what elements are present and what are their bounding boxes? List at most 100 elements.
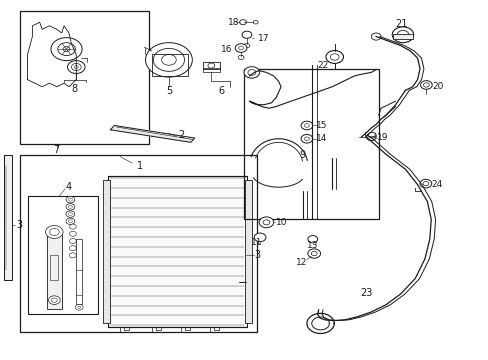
- Circle shape: [304, 137, 309, 140]
- Text: 17: 17: [258, 34, 269, 43]
- Bar: [50, 255, 58, 280]
- Text: 11: 11: [250, 238, 262, 247]
- Text: 5: 5: [165, 86, 172, 96]
- Circle shape: [301, 134, 312, 143]
- Circle shape: [391, 27, 413, 42]
- Text: 21: 21: [394, 19, 407, 29]
- Text: 1: 1: [136, 161, 142, 171]
- Text: 7: 7: [54, 145, 60, 155]
- Circle shape: [69, 231, 76, 236]
- Bar: [392, 34, 412, 39]
- Circle shape: [68, 213, 72, 216]
- Circle shape: [66, 211, 75, 217]
- Circle shape: [244, 67, 259, 78]
- Circle shape: [422, 181, 428, 186]
- Bar: [108, 176, 246, 327]
- Circle shape: [370, 33, 380, 40]
- Bar: [203, 68, 220, 72]
- Circle shape: [68, 198, 72, 201]
- Bar: [203, 62, 220, 69]
- Circle shape: [153, 48, 184, 71]
- Circle shape: [396, 31, 408, 39]
- Circle shape: [325, 50, 343, 63]
- Circle shape: [51, 38, 82, 60]
- Bar: [152, 54, 188, 76]
- Text: 23: 23: [360, 288, 372, 298]
- Text: 2: 2: [178, 130, 184, 140]
- Circle shape: [247, 69, 255, 75]
- Circle shape: [58, 42, 75, 55]
- Text: 6: 6: [218, 86, 224, 96]
- Circle shape: [304, 124, 309, 127]
- Circle shape: [253, 21, 258, 24]
- Circle shape: [242, 31, 251, 39]
- Text: 9: 9: [299, 150, 305, 160]
- Polygon shape: [110, 126, 194, 142]
- Circle shape: [67, 60, 85, 73]
- Circle shape: [161, 54, 176, 65]
- Bar: [4, 155, 12, 280]
- Circle shape: [263, 220, 269, 225]
- Circle shape: [244, 43, 249, 48]
- Bar: [238, 205, 246, 282]
- Circle shape: [330, 54, 338, 60]
- Circle shape: [69, 246, 76, 251]
- Bar: [244, 180, 251, 323]
- Circle shape: [207, 63, 214, 68]
- Circle shape: [254, 233, 265, 242]
- Circle shape: [74, 66, 78, 68]
- Text: 20: 20: [431, 82, 443, 91]
- Text: 12: 12: [295, 258, 306, 267]
- Bar: [76, 239, 82, 304]
- Circle shape: [420, 81, 431, 89]
- Circle shape: [69, 253, 76, 258]
- Text: 24: 24: [431, 180, 442, 189]
- Circle shape: [66, 197, 75, 203]
- Circle shape: [235, 44, 246, 52]
- Circle shape: [49, 228, 59, 235]
- Circle shape: [78, 306, 81, 309]
- Circle shape: [419, 179, 431, 188]
- Text: 3: 3: [254, 250, 260, 260]
- Text: 4: 4: [66, 182, 72, 192]
- Circle shape: [239, 20, 246, 25]
- Text: 22: 22: [317, 61, 328, 70]
- Bar: [47, 230, 61, 309]
- Circle shape: [238, 46, 243, 50]
- Circle shape: [66, 218, 75, 225]
- Bar: [20, 155, 256, 332]
- Text: 13: 13: [306, 241, 318, 250]
- Circle shape: [63, 46, 70, 51]
- Bar: [27, 196, 98, 315]
- Circle shape: [367, 132, 375, 138]
- Circle shape: [307, 249, 320, 258]
- Circle shape: [68, 206, 72, 208]
- Circle shape: [366, 134, 375, 140]
- Bar: [244, 69, 378, 220]
- Circle shape: [48, 296, 60, 305]
- Bar: [103, 180, 110, 323]
- Text: 18: 18: [228, 18, 239, 27]
- Text: 19: 19: [376, 133, 388, 142]
- Circle shape: [71, 63, 81, 71]
- Circle shape: [423, 83, 428, 87]
- Circle shape: [307, 235, 317, 243]
- Circle shape: [69, 238, 76, 243]
- Circle shape: [301, 121, 312, 130]
- Text: 8: 8: [72, 84, 78, 94]
- Circle shape: [259, 217, 273, 228]
- Text: 14: 14: [315, 134, 326, 143]
- Circle shape: [68, 220, 72, 223]
- Bar: [20, 12, 149, 144]
- Circle shape: [51, 298, 57, 302]
- Circle shape: [45, 226, 63, 238]
- Circle shape: [66, 204, 75, 210]
- Circle shape: [75, 305, 83, 310]
- Circle shape: [145, 42, 192, 77]
- Circle shape: [69, 224, 76, 229]
- Circle shape: [311, 251, 317, 256]
- Text: 16: 16: [221, 45, 232, 54]
- Text: 15: 15: [315, 121, 326, 130]
- Text: 3: 3: [16, 220, 22, 230]
- Text: 10: 10: [276, 218, 287, 227]
